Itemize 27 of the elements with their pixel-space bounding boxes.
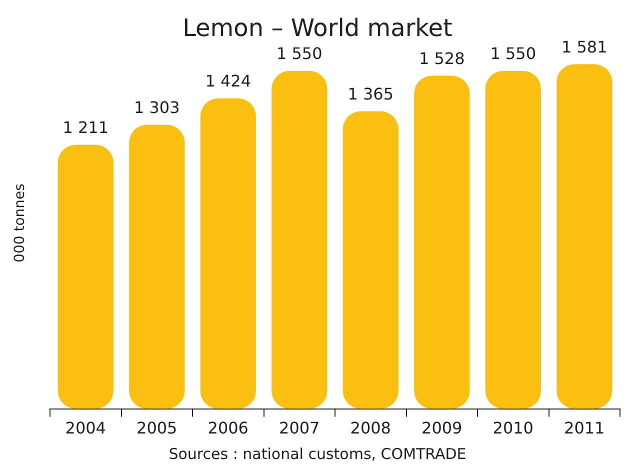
x-tick-label: 2010 bbox=[492, 418, 534, 438]
data-label: 1 424 bbox=[205, 72, 252, 91]
x-tick-label: 2007 bbox=[279, 418, 320, 438]
y-axis-title: 000 tonnes bbox=[12, 182, 28, 264]
chart-title: Lemon – World market bbox=[182, 14, 452, 42]
x-tick-label: 2008 bbox=[350, 418, 391, 438]
data-label: 1 550 bbox=[276, 44, 322, 64]
data-label: 1 365 bbox=[348, 84, 394, 104]
data-label: 1 211 bbox=[62, 118, 109, 137]
source-note: Sources : national customs, COMTRADE bbox=[168, 445, 468, 463]
bar bbox=[414, 76, 470, 409]
data-label: 1 550 bbox=[490, 44, 536, 64]
x-tick-label: 2006 bbox=[208, 418, 248, 438]
data-label: 1 303 bbox=[134, 98, 180, 117]
x-tick-label: 2005 bbox=[136, 418, 178, 438]
data-label: 1 581 bbox=[561, 37, 608, 56]
x-tick-label: 2011 bbox=[564, 418, 605, 438]
bar bbox=[58, 144, 114, 409]
bar bbox=[129, 124, 185, 409]
bar bbox=[556, 64, 612, 409]
bar bbox=[272, 70, 328, 409]
data-label: 1 528 bbox=[418, 48, 465, 68]
bar bbox=[342, 111, 398, 409]
x-tick-label: 2009 bbox=[422, 418, 462, 438]
x-tick-label: 2004 bbox=[65, 418, 106, 438]
bar bbox=[485, 70, 541, 409]
bar bbox=[200, 98, 256, 409]
